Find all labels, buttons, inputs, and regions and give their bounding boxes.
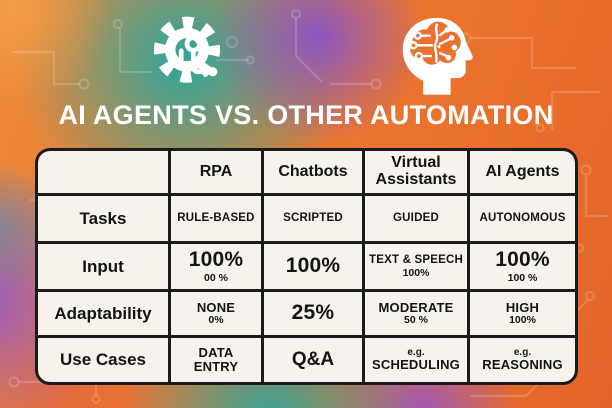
table-cell: RULE-BASED <box>171 196 261 241</box>
cell-text: 100% <box>188 248 244 272</box>
cell-text: 100% <box>509 314 536 327</box>
row-label-cell: Tasks <box>38 196 168 241</box>
cell-text: AUTONOMOUS <box>479 212 566 225</box>
cell-text: TEXT & SPEECH <box>369 254 463 267</box>
cell-text: 100 % <box>507 271 538 284</box>
cell-text: NONE <box>196 299 236 315</box>
table-cell: e.g. SCHEDULING <box>365 338 467 382</box>
cell-text: HIGH <box>505 299 540 315</box>
row-label-cell: Use Cases <box>38 338 168 382</box>
table-cell: 100% 100 % <box>470 244 575 289</box>
table-header-cell: RPA <box>171 151 261 193</box>
cell-text: MODERATE <box>378 299 454 315</box>
cell-text: RULE-BASED <box>177 212 255 225</box>
cell-text: 100% <box>285 254 341 278</box>
table-header-cell: Chatbots <box>264 151 362 193</box>
table-cell: 25% <box>264 292 362 335</box>
table-cell: GUIDED <box>365 196 467 241</box>
table-cell: MODERATE 50 % <box>365 292 467 335</box>
row-label-cell: Adaptability <box>38 292 168 335</box>
row-label-cell: Input <box>38 244 168 289</box>
cell-text: GUIDED <box>393 212 439 225</box>
cell-text: 100% <box>402 266 430 279</box>
table-cell: Q&A <box>264 338 362 382</box>
table-cell: HIGH 100% <box>470 292 575 335</box>
cell-text: 0% <box>208 314 224 327</box>
cell-text: 100% <box>495 248 550 272</box>
cell-text: ENTRY <box>193 359 239 374</box>
table-header-cell: Virtual Assistants <box>365 151 467 193</box>
table-cell: DATA ENTRY <box>171 338 261 382</box>
cell-text: 00 % <box>204 271 228 284</box>
table-cell: NONE 0% <box>171 292 261 335</box>
cell-text: 25% <box>291 301 335 325</box>
table-cell: SCRIPTED <box>264 196 362 241</box>
table-cell: e.g. REASONING <box>470 338 575 382</box>
table-cell: AUTONOMOUS <box>470 196 575 241</box>
cell-text: DATA <box>198 345 234 361</box>
cell-text: REASONING <box>482 357 563 373</box>
cell-text: Q&A <box>291 349 335 371</box>
cell-text: SCRIPTED <box>283 212 343 225</box>
cell-text: e.g. <box>513 346 532 358</box>
gear-circuit-icon <box>153 16 221 83</box>
brain-circuit-icon <box>402 17 473 95</box>
table-header-cell: AI Agents <box>470 151 575 193</box>
table-corner-cell <box>38 151 168 193</box>
table-cell: 100% <box>264 244 362 289</box>
comparison-table: RPA Chatbots Virtual Assistants AI Agents Ta… <box>35 148 578 385</box>
cell-text: SCHEDULING <box>372 357 460 373</box>
table-cell: 100% 00 % <box>171 244 261 289</box>
cell-text: e.g. <box>407 346 425 358</box>
cell-text: 50 % <box>404 314 428 327</box>
table-cell: TEXT & SPEECH 100% <box>365 244 467 289</box>
page-title: AI AGENTS VS. OTHER AUTOMATION <box>58 100 554 130</box>
